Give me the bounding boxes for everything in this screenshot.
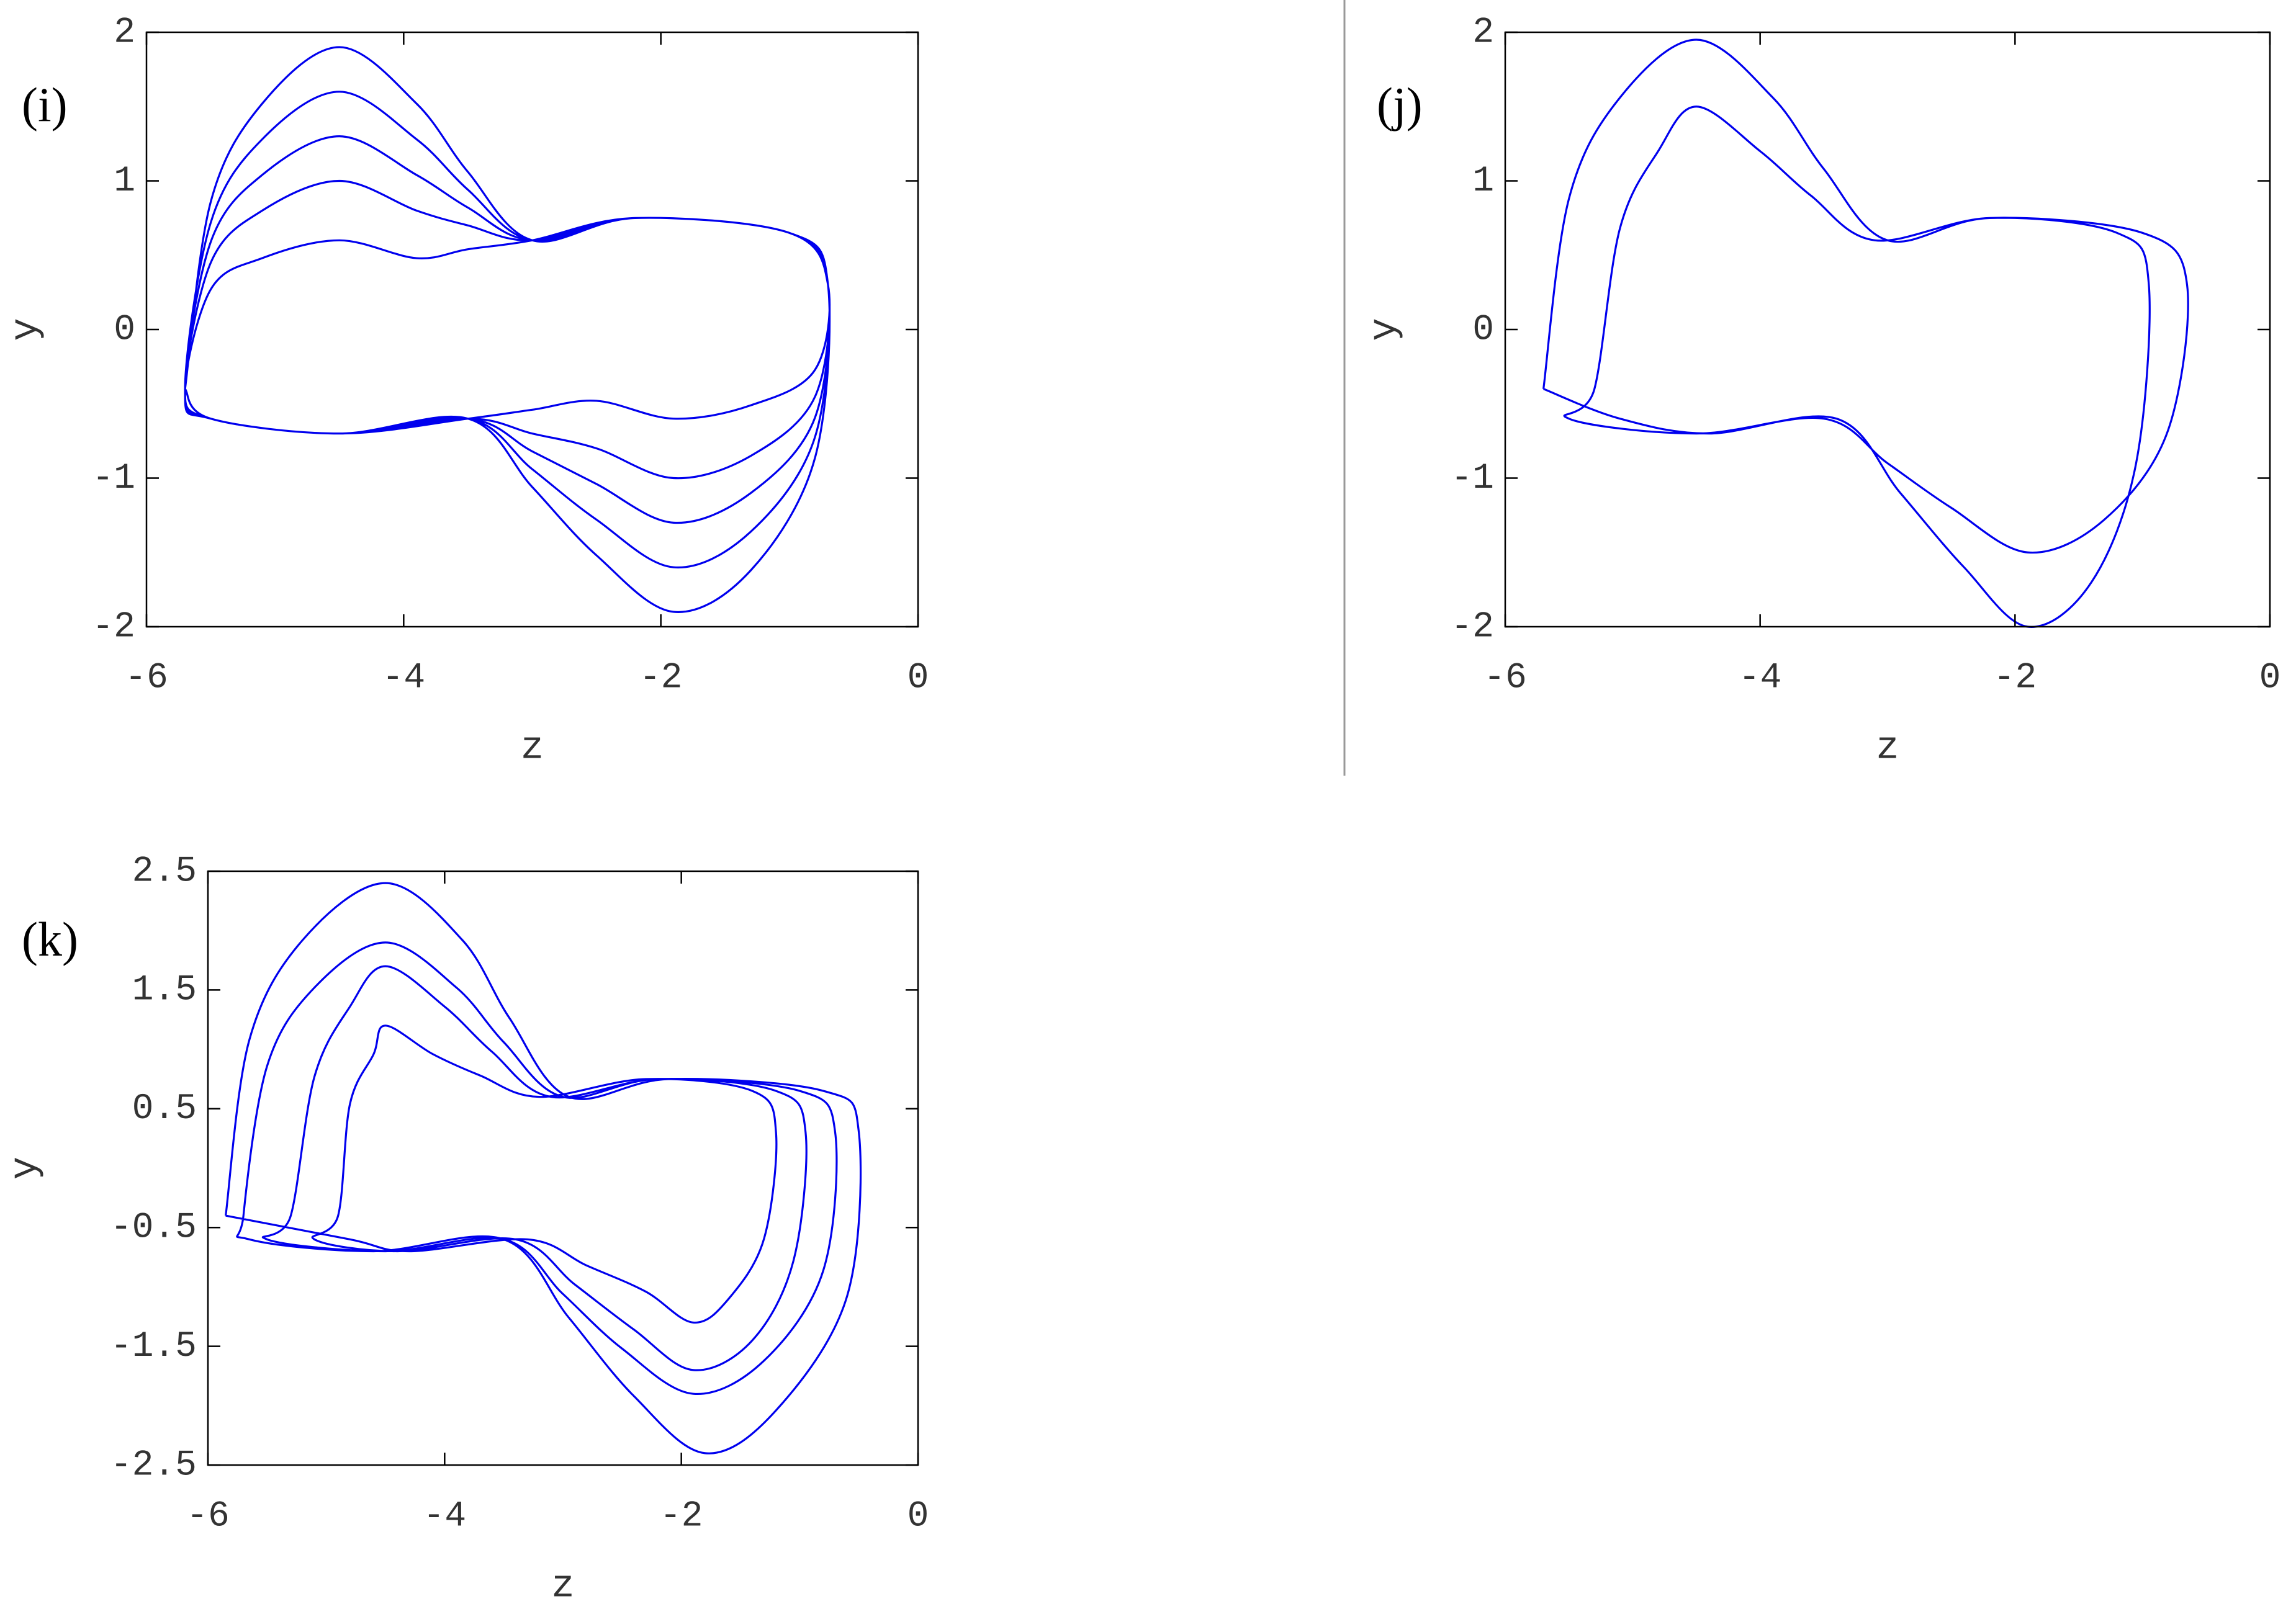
x-tick-label: -6: [186, 1496, 230, 1536]
x-tick-label: -6: [1483, 658, 1527, 698]
panel-label: (k): [22, 912, 78, 966]
y-tick-label: -2.5: [110, 1445, 197, 1486]
x-tick-label: -4: [423, 1496, 467, 1536]
panel-label: (i): [22, 78, 68, 132]
trajectory: [225, 882, 862, 1454]
x-axis-label: z: [1876, 725, 1899, 769]
x-tick-label: 0: [907, 658, 929, 698]
y-tick-label: -1.5: [110, 1327, 197, 1367]
y-tick-label: 1: [114, 161, 135, 202]
y-tick-label: 2: [114, 12, 135, 53]
y-axis-label: y: [3, 318, 47, 341]
trajectory: [1542, 38, 2189, 628]
y-axis-label: y: [2, 1157, 47, 1180]
y-tick-label: 2: [1472, 12, 1494, 53]
plot-frame: [1504, 31, 2271, 628]
x-tick-label: 0: [2259, 658, 2281, 698]
y-tick-label: 2.5: [132, 851, 197, 892]
y-tick-label: 0.5: [132, 1089, 197, 1129]
trajectory: [184, 46, 831, 613]
y-tick-label: -1: [92, 459, 135, 499]
plot-frame: [207, 870, 919, 1466]
y-tick-label: 1: [1472, 161, 1494, 202]
y-tick-label: 1.5: [132, 970, 197, 1011]
x-tick-label: -2: [660, 1496, 703, 1536]
x-tick-label: -2: [639, 658, 683, 698]
y-tick-label: -1: [1451, 459, 1494, 499]
x-axis-label: z: [521, 725, 544, 769]
panel-label: (j): [1377, 78, 1423, 132]
y-tick-label: -2: [1451, 607, 1494, 647]
y-tick-label: 0: [1472, 310, 1494, 350]
x-tick-label: 0: [907, 1496, 929, 1536]
y-axis-label: y: [1362, 318, 1406, 341]
y-tick-label: -2: [92, 607, 135, 647]
y-tick-label: 0: [114, 310, 135, 350]
x-axis-label: z: [551, 1564, 574, 1608]
x-tick-label: -4: [1739, 658, 1782, 698]
y-tick-label: -0.5: [110, 1208, 197, 1248]
x-tick-label: -4: [382, 658, 426, 698]
x-tick-label: -6: [125, 658, 168, 698]
x-tick-label: -2: [1994, 658, 2037, 698]
plot-frame: [145, 31, 919, 628]
